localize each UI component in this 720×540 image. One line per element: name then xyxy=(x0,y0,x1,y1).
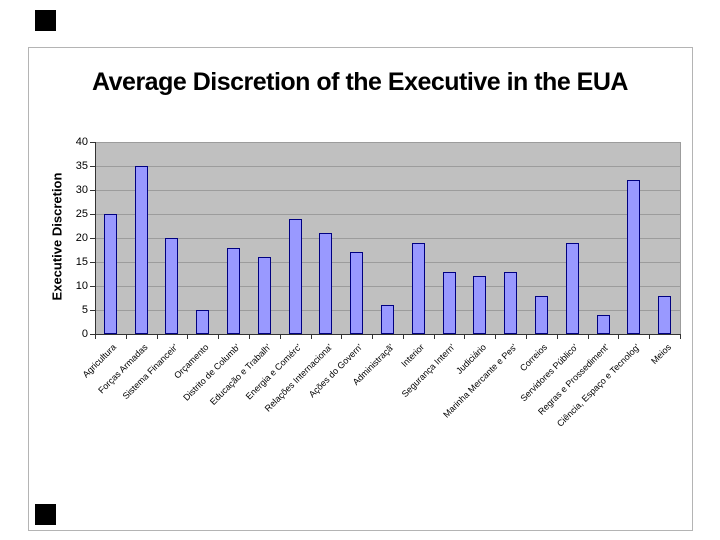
x-tick-mark xyxy=(341,335,342,339)
y-tick-label: 35 xyxy=(75,160,88,172)
bar xyxy=(504,272,517,334)
bar xyxy=(473,276,486,334)
y-tick-label: 40 xyxy=(75,136,88,148)
x-tick-mark xyxy=(157,335,158,339)
bar xyxy=(658,296,671,334)
x-tick-mark xyxy=(126,335,127,339)
y-tick-label: 15 xyxy=(75,256,88,268)
x-tick-mark xyxy=(434,335,435,339)
bar xyxy=(227,248,240,334)
gridline xyxy=(95,262,680,263)
y-tick-label: 0 xyxy=(81,328,88,340)
y-tick-mark xyxy=(90,190,95,191)
slide-frame xyxy=(28,47,693,531)
x-tick-mark xyxy=(218,335,219,339)
slide-decoration-square-top xyxy=(35,10,56,31)
bar xyxy=(104,214,117,334)
bar xyxy=(535,296,548,334)
bar xyxy=(597,315,610,334)
bar xyxy=(381,305,394,334)
gridline xyxy=(95,286,680,287)
x-tick-mark xyxy=(588,335,589,339)
y-tick-label: 30 xyxy=(75,184,88,196)
y-tick-mark xyxy=(90,142,95,143)
y-axis-line xyxy=(95,142,96,335)
y-tick-mark xyxy=(90,310,95,311)
gridline xyxy=(95,190,680,191)
x-tick-mark xyxy=(187,335,188,339)
gridline xyxy=(95,142,680,143)
bar xyxy=(412,243,425,334)
chart-title: Average Discretion of the Executive in t… xyxy=(92,68,628,96)
x-tick-mark xyxy=(680,335,681,339)
gridline xyxy=(95,166,680,167)
x-tick-mark xyxy=(464,335,465,339)
x-tick-mark xyxy=(526,335,527,339)
x-tick-mark xyxy=(280,335,281,339)
y-tick-label: 25 xyxy=(75,208,88,220)
x-tick-mark xyxy=(495,335,496,339)
bar xyxy=(350,252,363,334)
x-tick-mark xyxy=(372,335,373,339)
y-tick-mark xyxy=(90,214,95,215)
x-tick-mark xyxy=(649,335,650,339)
gridline xyxy=(95,214,680,215)
bar xyxy=(165,238,178,334)
y-tick-label: 5 xyxy=(81,304,88,316)
bar xyxy=(258,257,271,334)
y-tick-mark xyxy=(90,334,95,335)
plot-area xyxy=(95,142,681,334)
slide-decoration-square-bottom xyxy=(35,504,56,525)
y-tick-mark xyxy=(90,238,95,239)
x-tick-mark xyxy=(557,335,558,339)
y-tick-mark xyxy=(90,166,95,167)
x-tick-mark xyxy=(311,335,312,339)
x-tick-mark xyxy=(95,335,96,339)
bar xyxy=(196,310,209,334)
x-tick-mark xyxy=(249,335,250,339)
y-tick-label: 10 xyxy=(75,280,88,292)
bar xyxy=(289,219,302,334)
bar xyxy=(443,272,456,334)
x-tick-mark xyxy=(403,335,404,339)
y-tick-mark xyxy=(90,286,95,287)
bar xyxy=(627,180,640,334)
x-tick-mark xyxy=(618,335,619,339)
bar xyxy=(319,233,332,334)
y-tick-label: 20 xyxy=(75,232,88,244)
gridline xyxy=(95,238,680,239)
y-tick-mark xyxy=(90,262,95,263)
bar xyxy=(566,243,579,334)
x-axis-line xyxy=(95,334,681,335)
bar xyxy=(135,166,148,334)
